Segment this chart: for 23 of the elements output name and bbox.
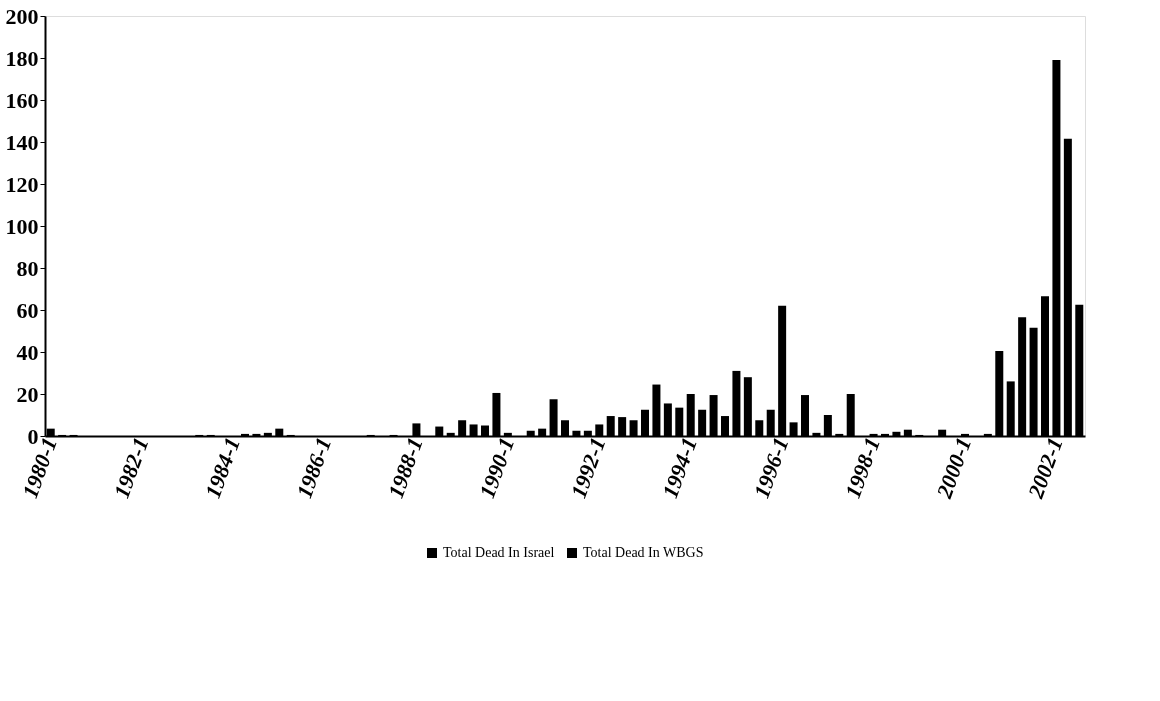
x-tick-label: 1988-1	[382, 434, 428, 502]
y-tick-label: 140	[5, 129, 39, 155]
x-tick-label: 2000-1	[931, 434, 977, 503]
y-tick-label: 200	[5, 3, 39, 29]
y-tick-label: 40	[16, 339, 39, 365]
y-tick-label: 160	[5, 87, 39, 113]
x-tick-label: 2002-1	[1022, 434, 1068, 503]
y-tick-label: 60	[16, 297, 39, 323]
y-tick-label: 80	[16, 255, 39, 281]
legend-label: Total Dead In WBGS	[583, 545, 704, 560]
x-tick-label: 1984-1	[200, 434, 245, 502]
x-tick-label: 1996-1	[748, 434, 794, 502]
x-tick-label: 1982-1	[108, 434, 154, 502]
x-tick-label: 1992-1	[565, 434, 611, 502]
x-tick-label: 1990-1	[474, 434, 520, 502]
x-tick-label: 1998-1	[840, 434, 885, 502]
y-tick-label: 100	[5, 213, 39, 239]
legend-label: Total Dead In Israel	[443, 545, 555, 560]
y-tick-label: 180	[5, 45, 39, 71]
y-tick-label: 120	[5, 171, 39, 197]
x-tick-label: 1994-1	[657, 434, 702, 502]
x-tick-label: 1986-1	[291, 434, 337, 502]
y-tick-label: 20	[16, 381, 39, 407]
